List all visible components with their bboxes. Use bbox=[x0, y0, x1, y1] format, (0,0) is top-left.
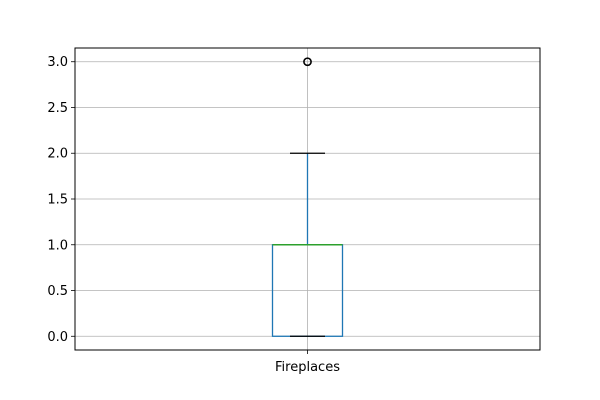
y-tick-label: 0.0 bbox=[47, 330, 68, 345]
y-tick-label: 1.5 bbox=[47, 193, 68, 208]
outlier-point bbox=[303, 57, 312, 67]
y-tick-label: 2.5 bbox=[47, 101, 68, 116]
plot-area bbox=[271, 57, 344, 337]
y-tick-label: 2.0 bbox=[47, 147, 68, 162]
y-tick-label: 0.5 bbox=[47, 284, 68, 299]
y-axis: 0.0 0.5 1.0 1.5 2.0 2.5 3.0 bbox=[47, 55, 75, 345]
y-tick-label: 1.0 bbox=[47, 238, 68, 253]
y-tick-label: 3.0 bbox=[47, 55, 68, 70]
x-tick-label: Fireplaces bbox=[275, 360, 340, 375]
x-axis: Fireplaces bbox=[275, 350, 340, 375]
